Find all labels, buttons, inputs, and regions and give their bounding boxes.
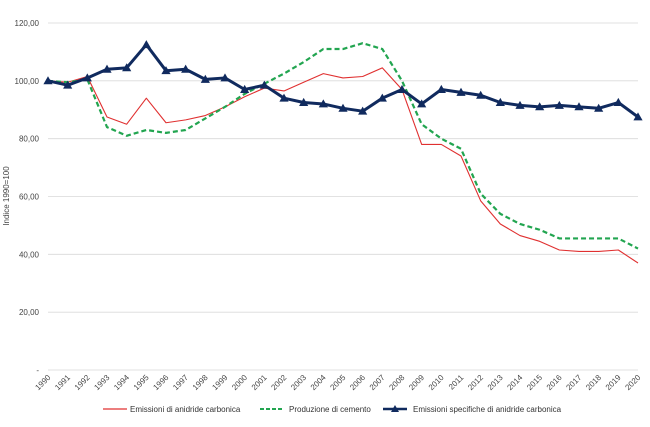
series-marker (318, 99, 328, 108)
x-tick-label: 1990 (33, 373, 52, 392)
series-line-1 (47, 42, 639, 250)
series-marker (476, 90, 486, 99)
legend-label: Emissioni specifiche di anidride carboni… (413, 405, 562, 414)
series-marker (299, 97, 309, 106)
x-tick-label: 1997 (171, 373, 190, 392)
x-tick-label: 1992 (73, 373, 92, 392)
series-marker (181, 64, 191, 73)
x-tick-label: 1991 (53, 373, 72, 392)
x-tick-label: 2017 (564, 373, 583, 392)
series-marker (43, 76, 53, 85)
x-tick-label: 2001 (250, 373, 269, 392)
series-marker (554, 100, 564, 109)
y-axis-label: Indice 1990=100 (2, 166, 11, 226)
x-tick-label: 2009 (407, 373, 426, 392)
x-tick-label: 2010 (427, 373, 446, 392)
y-tick-label: 100,00 (15, 77, 40, 86)
x-tick-label: 2011 (447, 373, 466, 392)
x-tick-labels: 1990 1991 1992 1993 1994 1995 1996 1997 1998 1999… (33, 373, 642, 392)
gridlines (48, 22, 638, 371)
series-marker (63, 80, 73, 89)
x-tick-label: 2004 (309, 373, 328, 392)
series-marker (141, 40, 151, 49)
x-tick-label: 2016 (545, 373, 564, 392)
series-marker (535, 102, 545, 111)
series-marker (338, 103, 348, 112)
x-tick-label: 2003 (289, 373, 308, 392)
series-marker (515, 100, 525, 109)
y-tick-label: 60,00 (19, 193, 40, 202)
x-tick-label: 1998 (191, 373, 210, 392)
series-marker (220, 73, 230, 82)
x-tick-label: 2005 (328, 373, 347, 392)
series-marker (161, 66, 171, 75)
series-marker (279, 93, 289, 102)
y-tick-label: 40,00 (19, 250, 40, 259)
series-lines (43, 40, 643, 264)
y-tick-label: - (36, 366, 39, 375)
series-marker (397, 84, 407, 93)
x-tick-label: 2015 (525, 373, 544, 392)
series-marker (594, 103, 604, 112)
y-tick-label: 20,00 (19, 308, 40, 317)
series-marker (574, 102, 584, 111)
x-tick-label: 1995 (132, 373, 151, 392)
x-tick-label: 2000 (230, 373, 249, 392)
y-tick-labels: - 20,00 40,00 60,00 80,00 100,00 120,00 (15, 19, 40, 375)
x-tick-label: 1993 (92, 373, 111, 392)
x-tick-label: 2013 (486, 373, 505, 392)
x-tick-label: 2006 (348, 373, 367, 392)
series-marker (456, 87, 466, 96)
x-tick-label: 2018 (584, 373, 603, 392)
series-marker (240, 84, 250, 93)
series-marker (495, 97, 505, 106)
series-marker (377, 93, 387, 102)
series-marker (633, 112, 643, 121)
series-marker (122, 63, 132, 72)
series-marker (358, 106, 368, 115)
series-marker (436, 84, 446, 93)
y-tick-label: 120,00 (15, 19, 40, 28)
x-tick-label: 2012 (466, 373, 485, 392)
legend-label: Emissioni di anidride carbonica (130, 405, 241, 414)
legend-label: Produzione di cemento (289, 405, 371, 414)
series-marker (613, 97, 623, 106)
series-marker (102, 64, 112, 73)
x-tick-label: 2008 (387, 373, 406, 392)
y-tick-label: 80,00 (19, 135, 40, 144)
x-tick-label: 1996 (151, 373, 170, 392)
x-tick-label: 2014 (505, 373, 524, 392)
legend-marker (391, 405, 399, 412)
x-tick-label: 2020 (623, 373, 642, 392)
x-tick-label: 2007 (368, 373, 387, 392)
series-marker (82, 73, 92, 82)
series-marker (259, 80, 269, 89)
series-marker (200, 74, 210, 83)
legend: Emissioni di anidride carbonica Produzion… (103, 405, 562, 414)
x-tick-label: 2019 (604, 373, 623, 392)
series-line-0 (47, 67, 639, 264)
x-tick-label: 1999 (210, 373, 229, 392)
x-tick-label: 1994 (112, 373, 131, 392)
x-tick-label: 2002 (269, 373, 288, 392)
series-marker (417, 99, 427, 108)
